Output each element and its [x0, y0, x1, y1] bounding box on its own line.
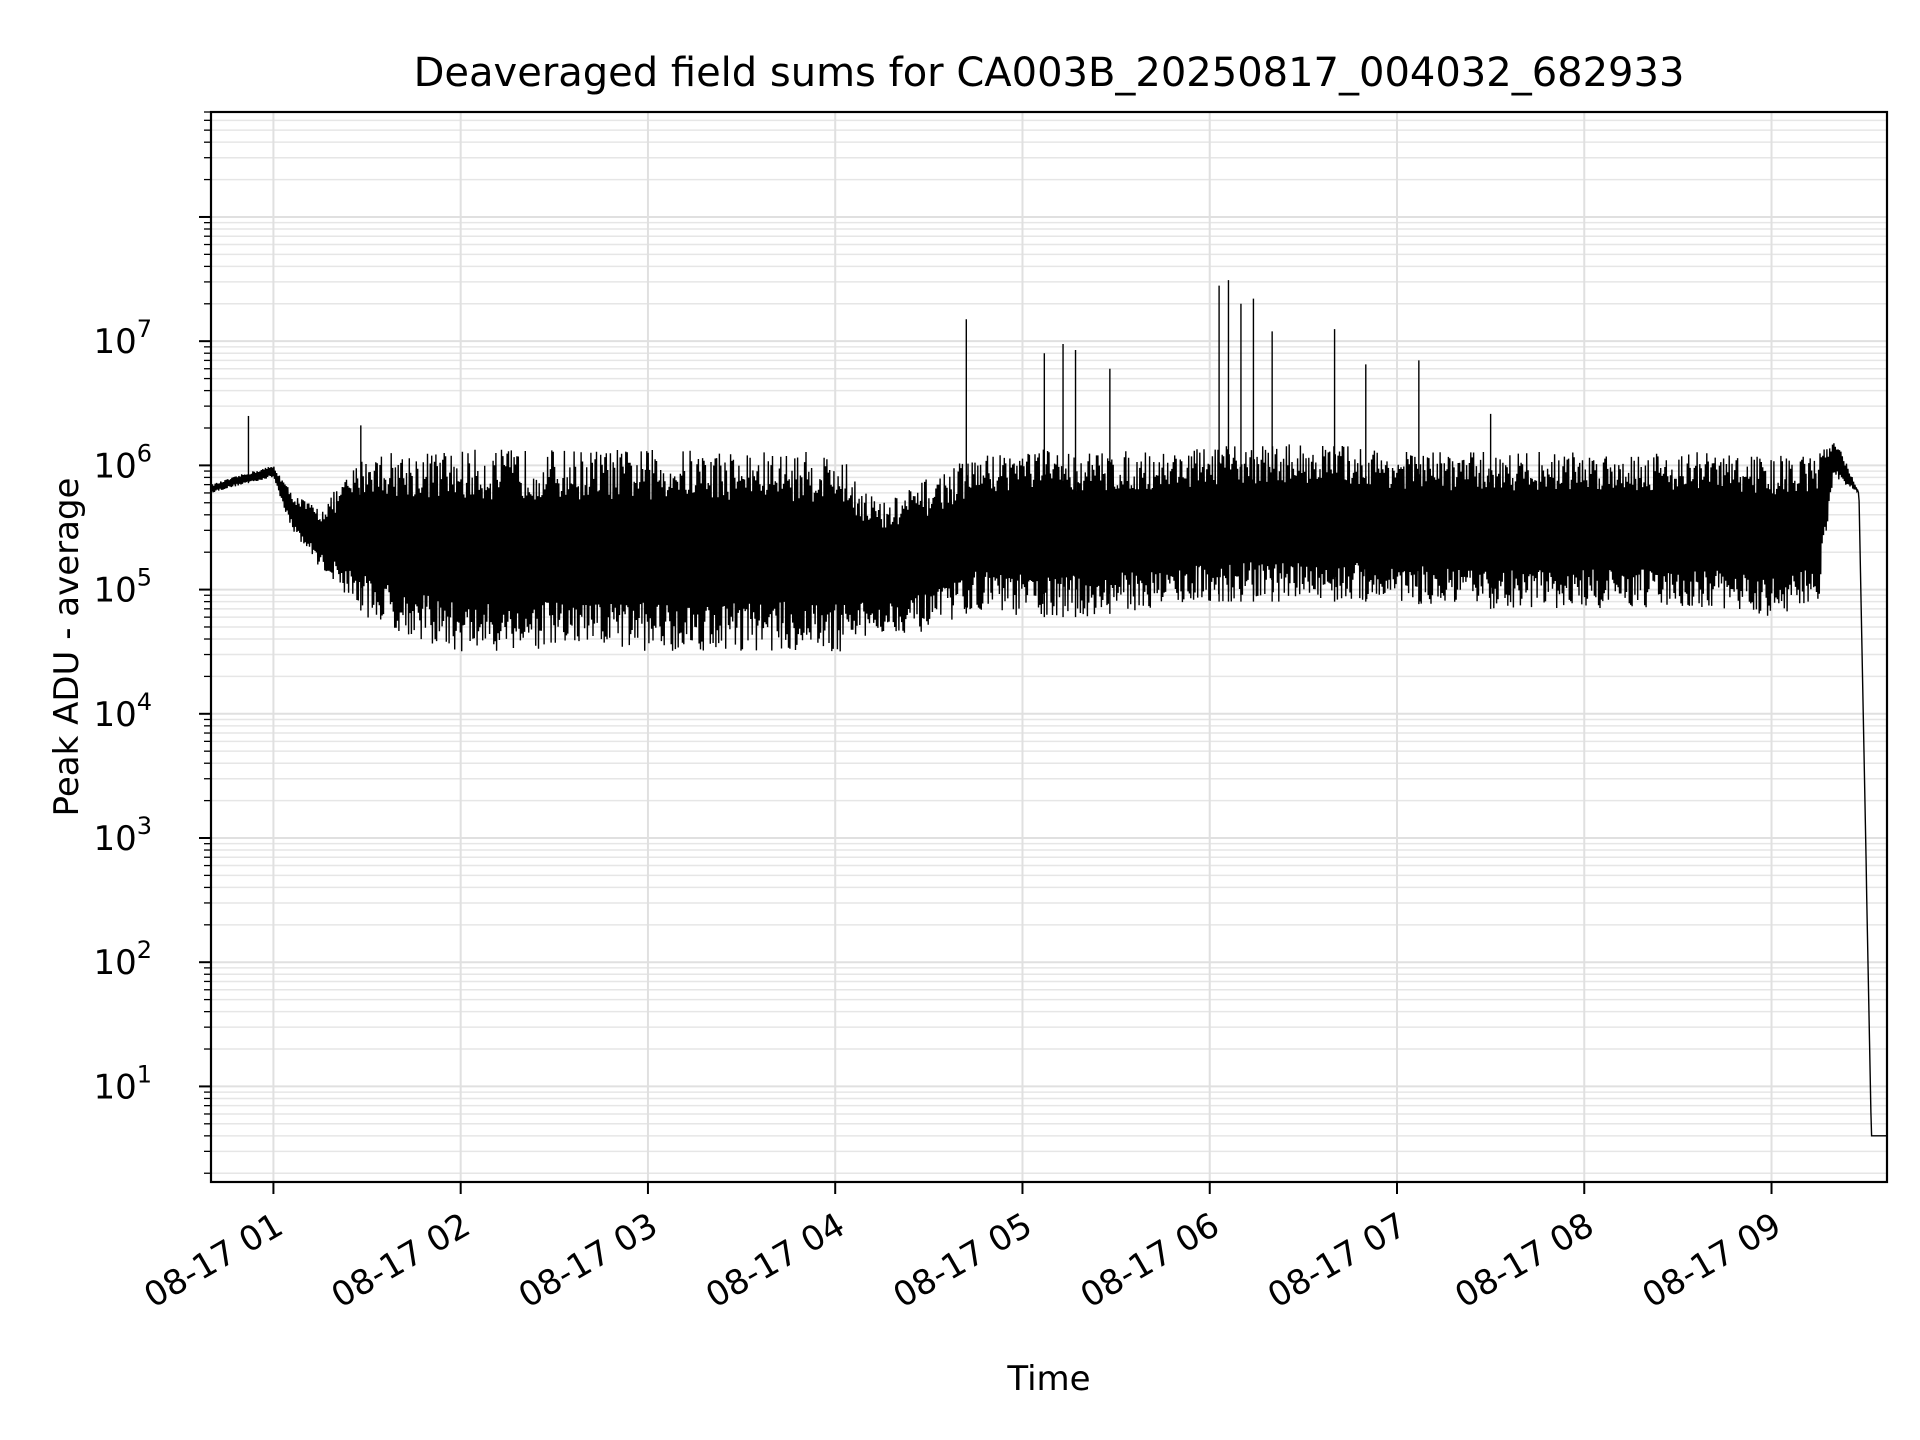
- x-axis-label: Time: [1006, 1359, 1090, 1399]
- y-tick-label: 103: [93, 812, 152, 859]
- series-line: [210, 443, 1887, 1137]
- y-tick-exponent: 7: [137, 315, 152, 343]
- y-tick-label: 104: [93, 688, 152, 735]
- grid: [211, 111, 1887, 1182]
- y-tick-base: 10: [93, 322, 136, 362]
- y-tick-label: 106: [93, 439, 152, 486]
- y-tick-base: 10: [93, 446, 136, 486]
- y-tick-base: 10: [93, 1067, 136, 1107]
- y-tick-exponent: 3: [137, 812, 152, 840]
- y-tick-exponent: 5: [137, 564, 152, 592]
- y-tick-label: 107: [93, 315, 152, 362]
- y-tick-label: 101: [93, 1060, 152, 1107]
- y-tick-label: 105: [93, 564, 152, 611]
- y-tick-base: 10: [93, 571, 136, 611]
- y-tick-base: 10: [93, 695, 136, 735]
- series: [210, 280, 1887, 1137]
- y-tick-exponent: 1: [137, 1060, 152, 1088]
- plot-frame: [209, 110, 1889, 1184]
- y-axis-label: Peak ADU - average: [47, 478, 87, 817]
- y-tick-exponent: 4: [137, 688, 152, 716]
- y-tick-label: 102: [93, 936, 152, 983]
- y-tick-base: 10: [93, 943, 136, 983]
- chart-title: Deaveraged field sums for CA003B_2025081…: [414, 50, 1685, 96]
- y-tick-exponent: 2: [137, 936, 152, 964]
- y-tick-base: 10: [93, 819, 136, 859]
- y-tick-exponent: 6: [137, 439, 152, 467]
